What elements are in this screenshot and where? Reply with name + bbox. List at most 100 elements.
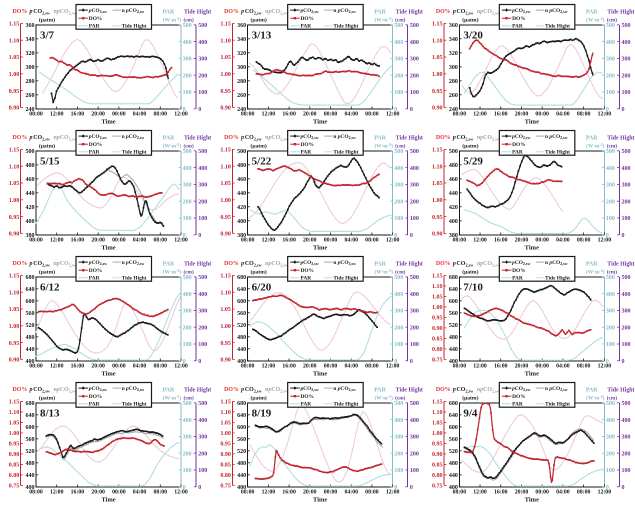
svg-text:480: 480 xyxy=(237,461,246,467)
svg-text:16:00: 16:00 xyxy=(282,112,296,118)
svg-text:360: 360 xyxy=(237,23,246,29)
svg-text:100: 100 xyxy=(394,468,403,474)
svg-text:0.90: 0.90 xyxy=(432,326,443,332)
svg-text:1.15: 1.15 xyxy=(9,274,20,280)
svg-text:500: 500 xyxy=(606,401,615,407)
svg-text:npCO2,sw: npCO2,sw xyxy=(265,135,289,141)
svg-text:DO%: DO% xyxy=(13,261,28,267)
svg-text:200: 200 xyxy=(606,451,615,457)
svg-text:500: 500 xyxy=(410,23,419,29)
svg-text:(W·m-2): (W·m-2) xyxy=(163,142,182,150)
svg-text:08:00: 08:00 xyxy=(154,364,168,370)
svg-text:200: 200 xyxy=(606,199,615,205)
svg-text:100: 100 xyxy=(622,90,631,96)
svg-text:500: 500 xyxy=(449,149,458,155)
svg-text:12:00: 12:00 xyxy=(262,112,276,118)
svg-text:04:00: 04:00 xyxy=(133,238,147,244)
svg-text:08:00: 08:00 xyxy=(154,238,168,244)
svg-text:520: 520 xyxy=(449,449,458,455)
svg-text:420: 420 xyxy=(449,205,458,211)
svg-text:04:00: 04:00 xyxy=(344,238,358,244)
svg-text:Tide Hight: Tide Hight xyxy=(545,402,570,408)
svg-text:pCO2,sw: pCO2,sw xyxy=(299,8,318,14)
svg-text:Tide Hight: Tide Hight xyxy=(333,402,358,408)
svg-text:560: 560 xyxy=(237,437,246,443)
svg-text:08:00: 08:00 xyxy=(29,490,43,496)
svg-text:640: 640 xyxy=(449,287,458,293)
svg-text:1.10: 1.10 xyxy=(432,410,443,416)
svg-text:Time: Time xyxy=(101,244,115,251)
svg-text:PAR: PAR xyxy=(374,9,386,15)
svg-text:200: 200 xyxy=(183,73,192,79)
svg-text:100: 100 xyxy=(606,90,615,96)
svg-text:300: 300 xyxy=(606,309,615,315)
svg-text:440: 440 xyxy=(26,191,35,197)
svg-text:500: 500 xyxy=(394,149,403,155)
svg-text:CO2,sw: CO2,sw xyxy=(33,387,51,393)
svg-text:0: 0 xyxy=(198,485,201,491)
svg-text:100: 100 xyxy=(606,342,615,348)
svg-text:1.05: 1.05 xyxy=(432,181,443,187)
svg-text:400: 400 xyxy=(394,166,403,172)
svg-text:Tide Hight: Tide Hight xyxy=(396,9,423,15)
svg-text:16:00: 16:00 xyxy=(282,364,296,370)
svg-text:1.00: 1.00 xyxy=(220,324,231,330)
svg-text:pCO2,sw: pCO2,sw xyxy=(511,134,530,140)
svg-text:Time: Time xyxy=(313,496,327,503)
svg-text:480: 480 xyxy=(449,335,458,341)
svg-text:640: 640 xyxy=(26,287,35,293)
svg-text:PAR: PAR xyxy=(89,402,100,408)
svg-text:400: 400 xyxy=(198,40,207,46)
svg-text:(W·m-2): (W·m-2) xyxy=(163,16,182,24)
svg-text:Tide Hight: Tide Hight xyxy=(545,24,570,30)
svg-text:pCO2,sw: pCO2,sw xyxy=(88,386,107,392)
svg-text:600: 600 xyxy=(237,299,246,305)
svg-text:400: 400 xyxy=(410,166,419,172)
svg-text:300: 300 xyxy=(606,435,615,441)
svg-text:Time: Time xyxy=(525,244,539,251)
svg-text:Time: Time xyxy=(101,118,115,125)
svg-text:08:00: 08:00 xyxy=(241,112,255,118)
svg-text:08:00: 08:00 xyxy=(577,490,591,496)
svg-text:500: 500 xyxy=(183,401,192,407)
svg-text:n pCO2,sw: n pCO2,sw xyxy=(122,134,145,140)
svg-text:640: 640 xyxy=(26,413,35,419)
svg-text:400: 400 xyxy=(26,219,35,225)
svg-text:CO2,sw: CO2,sw xyxy=(33,9,51,15)
svg-text:500: 500 xyxy=(394,401,403,407)
svg-text:200: 200 xyxy=(394,199,403,205)
svg-text:500: 500 xyxy=(606,275,615,281)
svg-text:0: 0 xyxy=(622,485,625,491)
svg-text:680: 680 xyxy=(449,401,458,407)
svg-text:Tide Hight: Tide Hight xyxy=(184,9,211,15)
svg-text:PAR: PAR xyxy=(586,387,598,393)
svg-text:500: 500 xyxy=(237,149,246,155)
svg-text:Tide Hight: Tide Hight xyxy=(545,150,570,156)
svg-text:600: 600 xyxy=(26,299,35,305)
svg-text:280: 280 xyxy=(26,79,35,85)
svg-text:300: 300 xyxy=(622,435,631,441)
svg-text:Tide Hight: Tide Hight xyxy=(122,150,147,156)
svg-text:300: 300 xyxy=(606,183,615,189)
svg-text:1.05: 1.05 xyxy=(432,55,443,61)
svg-text:0: 0 xyxy=(410,359,413,365)
svg-text:16:00: 16:00 xyxy=(494,112,508,118)
svg-text:0.80: 0.80 xyxy=(220,473,231,479)
svg-text:1.15: 1.15 xyxy=(432,148,443,154)
svg-text:0.90: 0.90 xyxy=(220,232,231,238)
svg-text:300: 300 xyxy=(183,309,192,315)
svg-text:00:00: 00:00 xyxy=(535,364,549,370)
svg-text:0: 0 xyxy=(394,233,397,239)
svg-text:1.10: 1.10 xyxy=(9,38,20,44)
svg-text:pCO2,sw: pCO2,sw xyxy=(299,386,318,392)
svg-text:200: 200 xyxy=(410,325,419,331)
svg-text:0.75: 0.75 xyxy=(9,484,20,490)
svg-text:DO%: DO% xyxy=(512,142,525,148)
svg-text:DO%: DO% xyxy=(224,135,239,141)
svg-text:500: 500 xyxy=(410,401,419,407)
svg-text:100: 100 xyxy=(410,216,419,222)
svg-text:Tide Hight: Tide Hight xyxy=(333,150,358,156)
svg-text:1.15: 1.15 xyxy=(220,274,231,280)
svg-text:PAR: PAR xyxy=(163,135,175,141)
svg-text:300: 300 xyxy=(394,183,403,189)
